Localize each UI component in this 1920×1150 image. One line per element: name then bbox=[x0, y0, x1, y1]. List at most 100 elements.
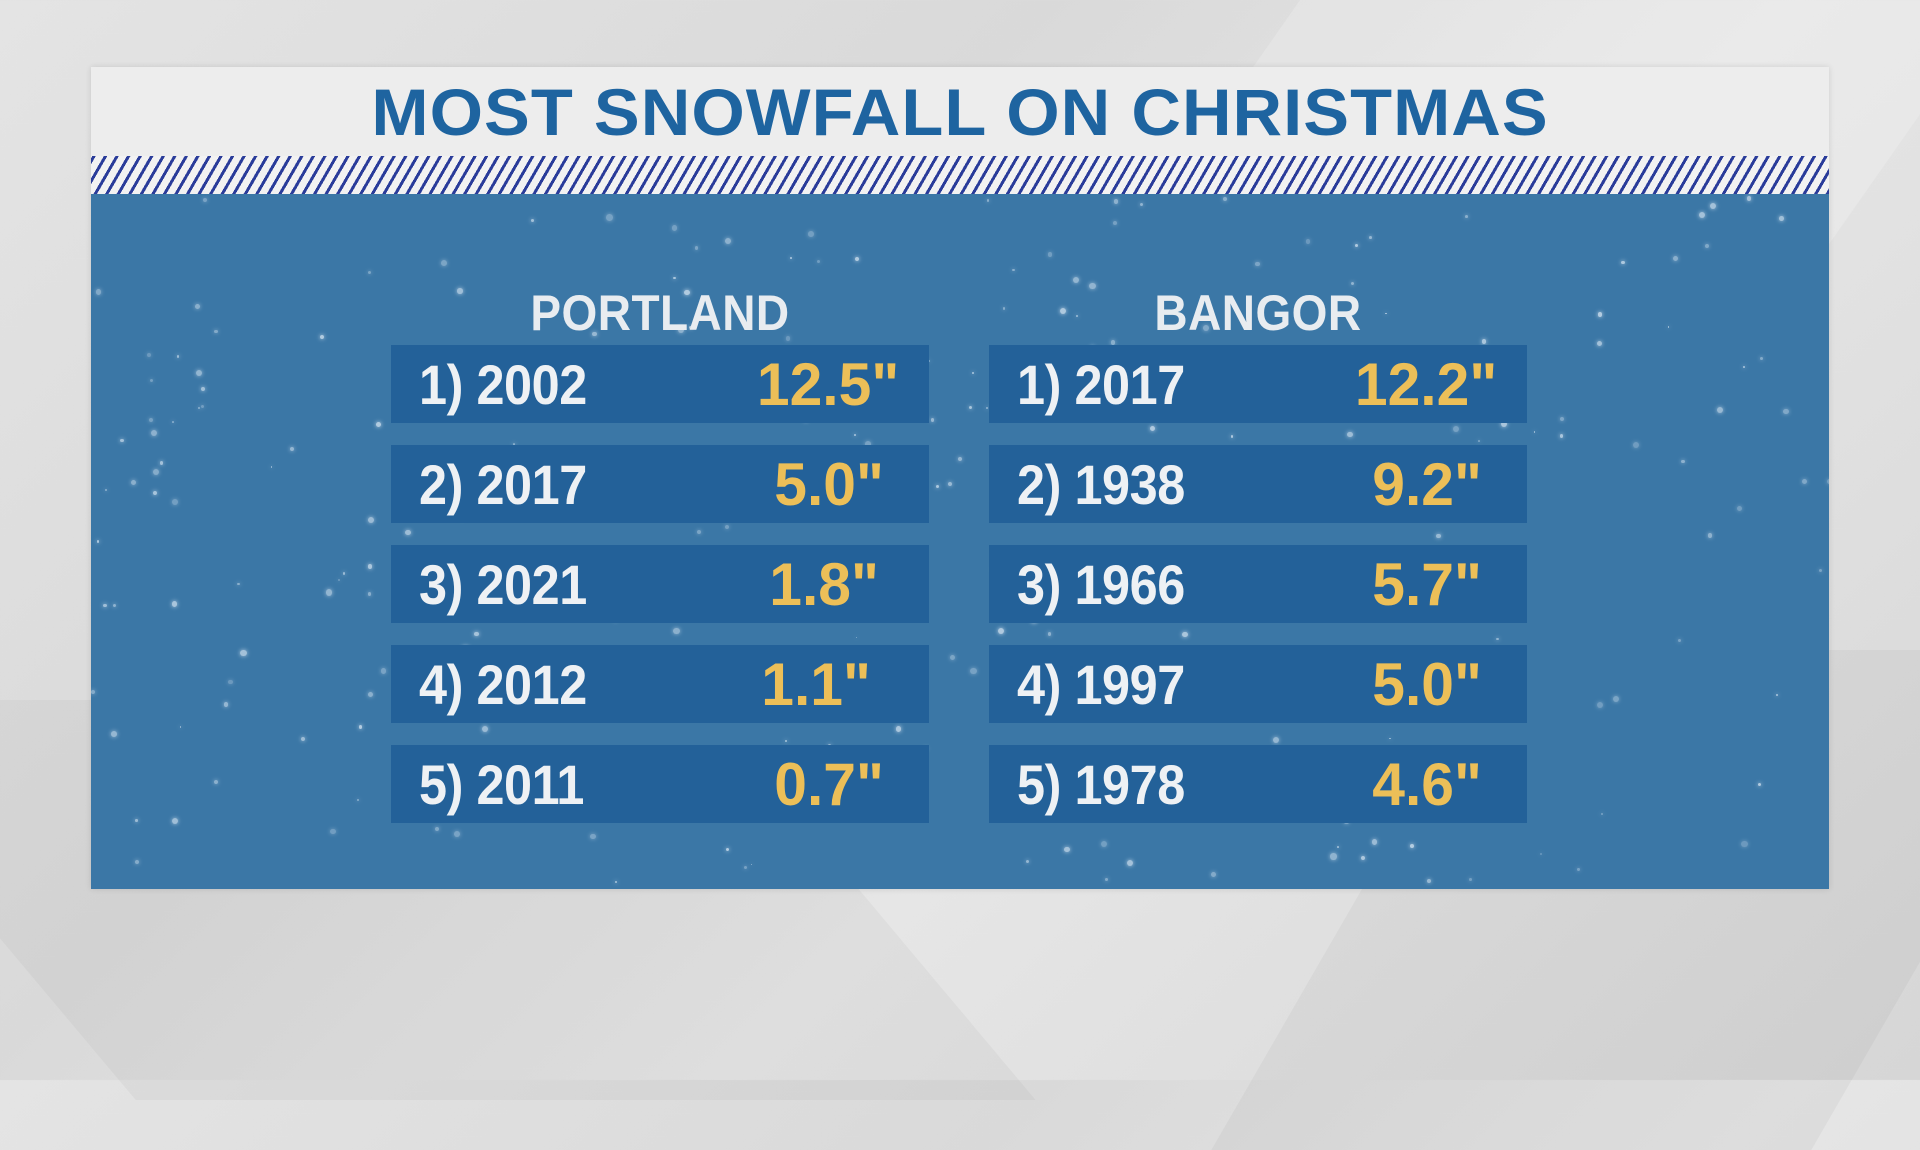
snowflake-icon bbox=[1355, 244, 1359, 247]
snowflake-icon bbox=[148, 418, 154, 423]
snowflake-icon bbox=[179, 726, 182, 728]
snowflake-icon bbox=[1272, 736, 1279, 743]
snowflake-icon bbox=[677, 326, 684, 333]
snowflake-icon bbox=[854, 433, 856, 436]
snowflake-icon bbox=[330, 828, 336, 834]
snowflake-icon bbox=[270, 466, 273, 468]
snowflake-icon bbox=[726, 848, 730, 852]
snowflake-icon bbox=[342, 572, 346, 575]
snowflake-icon bbox=[998, 627, 1005, 634]
snowflake-icon bbox=[948, 482, 953, 487]
title-band: MOST SNOWFALL ON CHRISTMAS bbox=[91, 67, 1829, 156]
snowflake-icon bbox=[1222, 196, 1228, 202]
snowflake-icon bbox=[1481, 338, 1487, 344]
snowflake-icon bbox=[725, 525, 730, 530]
snowflake-icon bbox=[1757, 783, 1761, 787]
snowflake-icon bbox=[404, 529, 411, 536]
table-row: 4) 1997 5.0" bbox=[989, 645, 1527, 723]
snowflake-icon bbox=[785, 739, 788, 742]
snowflake-icon bbox=[380, 668, 387, 674]
graphic-title: MOST SNOWFALL ON CHRISTMAS bbox=[371, 74, 1549, 149]
snowflake-icon bbox=[1707, 532, 1713, 538]
hatch-stripe-divider bbox=[91, 156, 1829, 194]
graphic-panel: MOST SNOWFALL ON CHRISTMAS PORTLAND 1) 2… bbox=[91, 67, 1829, 889]
snowflake-icon bbox=[1677, 639, 1681, 643]
snowflake-icon bbox=[1203, 325, 1209, 331]
snowflake-icon bbox=[1337, 846, 1339, 848]
snowflake-icon bbox=[198, 407, 201, 410]
snowflake-icon bbox=[591, 331, 597, 337]
snowflake-icon bbox=[1818, 568, 1823, 572]
rank-year-label: 5) 1978 bbox=[1017, 752, 1185, 816]
snowflake-icon bbox=[606, 214, 613, 221]
snowflake-icon bbox=[1076, 314, 1078, 317]
snowflake-icon bbox=[1742, 365, 1745, 368]
snowflake-icon bbox=[957, 456, 963, 462]
snowflake-icon bbox=[1495, 637, 1499, 641]
snowflake-icon bbox=[790, 257, 792, 259]
snowflake-icon bbox=[1533, 431, 1536, 434]
snowflake-icon bbox=[1760, 356, 1763, 360]
snowflake-icon bbox=[474, 632, 479, 637]
rank-year-label: 4) 1997 bbox=[1017, 652, 1185, 716]
snowflake-icon bbox=[237, 582, 241, 586]
snowflake-icon bbox=[1621, 260, 1625, 265]
snowflake-icon bbox=[1698, 211, 1706, 219]
table-row: 3) 1966 5.7" bbox=[989, 545, 1527, 623]
snowflake-icon bbox=[1827, 478, 1829, 484]
rank-year-label: 3) 2021 bbox=[419, 552, 587, 616]
snowflake-icon bbox=[200, 386, 205, 391]
snowflake-icon bbox=[697, 529, 702, 534]
snowflake-icon bbox=[367, 564, 373, 569]
snowflake-icon bbox=[589, 833, 596, 840]
snowflake-icon bbox=[1150, 426, 1156, 432]
snowflake-icon bbox=[1140, 203, 1144, 207]
snowflake-icon bbox=[171, 601, 178, 607]
snowflake-icon bbox=[151, 429, 158, 436]
snowflake-icon bbox=[120, 438, 124, 443]
snowflake-icon bbox=[1347, 431, 1353, 438]
snowflake-icon bbox=[1361, 855, 1366, 860]
snowflake-icon bbox=[615, 881, 618, 884]
snowflake-icon bbox=[1596, 702, 1603, 709]
snowflake-icon bbox=[1453, 425, 1460, 432]
snowfall-value: 1.8" bbox=[769, 550, 879, 618]
snowflake-icon bbox=[1736, 505, 1743, 512]
snowflake-icon bbox=[1182, 632, 1188, 638]
snowflake-icon bbox=[1667, 325, 1670, 328]
snowflake-icon bbox=[359, 725, 363, 729]
snowflake-icon bbox=[1427, 879, 1431, 884]
snowflake-icon bbox=[1100, 840, 1107, 847]
snowflake-icon bbox=[895, 726, 902, 732]
snowflake-icon bbox=[1577, 868, 1580, 871]
snowflake-icon bbox=[1211, 871, 1217, 877]
snowflake-icon bbox=[1560, 434, 1564, 438]
snowflake-icon bbox=[195, 304, 200, 310]
snowflake-icon bbox=[1105, 877, 1109, 881]
table-row: 5) 2011 0.7" bbox=[391, 745, 929, 823]
snowflake-icon bbox=[91, 689, 96, 694]
snowflake-icon bbox=[1741, 840, 1748, 848]
snowflake-icon bbox=[673, 627, 680, 635]
snowflake-icon bbox=[1600, 812, 1604, 815]
snowflake-icon bbox=[1126, 860, 1133, 867]
snowfall-value: 12.5" bbox=[756, 350, 899, 418]
snowflake-icon bbox=[1385, 312, 1387, 315]
snowflake-icon bbox=[1717, 407, 1724, 414]
snowfall-value: 4.6" bbox=[1372, 750, 1482, 818]
snowflake-icon bbox=[95, 289, 102, 296]
snowflake-icon bbox=[1560, 417, 1565, 422]
snowflake-icon bbox=[1681, 459, 1685, 464]
table-row: 4) 2012 1.1" bbox=[391, 645, 929, 723]
snowfall-value: 5.7" bbox=[1372, 550, 1482, 618]
snowflake-icon bbox=[865, 441, 872, 448]
snowflake-icon bbox=[103, 603, 107, 608]
snowflake-icon bbox=[1025, 859, 1029, 864]
snowflake-icon bbox=[1709, 203, 1716, 210]
snowfall-value: 5.0" bbox=[774, 450, 884, 518]
snowflake-icon bbox=[928, 360, 931, 362]
snowflake-icon bbox=[1704, 243, 1710, 249]
snowflake-icon bbox=[152, 491, 157, 496]
snowflake-icon bbox=[441, 260, 448, 266]
snowflake-icon bbox=[300, 737, 305, 742]
